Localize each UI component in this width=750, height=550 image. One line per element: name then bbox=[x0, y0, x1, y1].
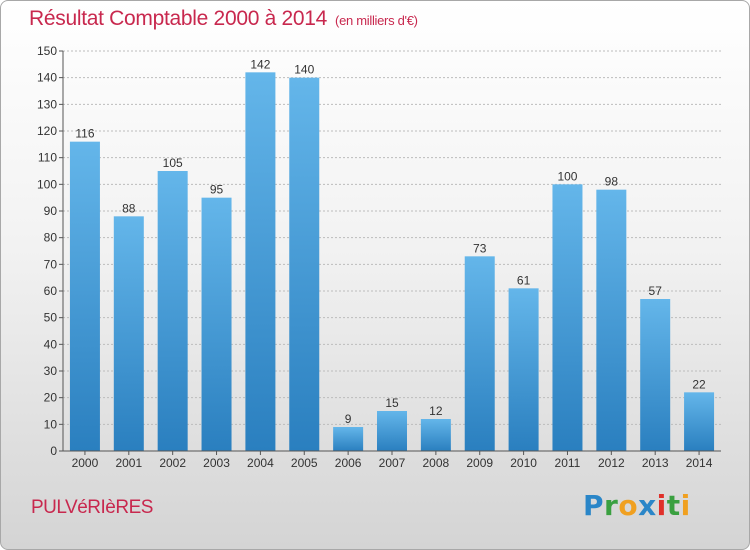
x-tick-label: 2009 bbox=[466, 456, 493, 470]
logo-letter: i bbox=[656, 489, 667, 522]
y-tick-label: 0 bbox=[50, 444, 57, 458]
logo-letter: i bbox=[680, 489, 691, 522]
logo-letter: r bbox=[604, 489, 619, 522]
x-tick-label: 2004 bbox=[247, 456, 274, 470]
x-tick-label: 2011 bbox=[555, 456, 581, 470]
bars: 116 88 105 95 142 140 9 15 12 73 61 100 98 57 22 bbox=[69, 57, 715, 452]
bar-value-label: 57 bbox=[649, 284, 663, 298]
y-tick-label: 150 bbox=[37, 44, 57, 58]
bar-value-label: 100 bbox=[557, 169, 577, 183]
chart-title: Résultat Comptable 2000 à 2014 (en millie… bbox=[29, 7, 418, 30]
bar-2012 bbox=[596, 189, 627, 451]
y-tick-label: 40 bbox=[44, 337, 58, 351]
x-tick-label: 2001 bbox=[115, 456, 142, 470]
bar-value-label: 9 bbox=[345, 412, 352, 426]
y-tick-label: 140 bbox=[37, 71, 57, 85]
bar-value-label: 105 bbox=[163, 156, 183, 170]
y-tick-label: 130 bbox=[37, 97, 57, 111]
bar-2014 bbox=[684, 392, 715, 451]
bar-2006 bbox=[333, 427, 364, 451]
x-tick-label: 2010 bbox=[510, 456, 537, 470]
logo-letter: o bbox=[618, 489, 639, 522]
x-tick-label: 2007 bbox=[379, 456, 406, 470]
bar-value-label: 88 bbox=[122, 201, 136, 215]
x-tick-label: 2002 bbox=[159, 456, 186, 470]
bar-value-label: 61 bbox=[517, 273, 531, 287]
bar-value-label: 140 bbox=[294, 63, 314, 77]
bar-value-label: 15 bbox=[385, 396, 399, 410]
bar-2008 bbox=[420, 419, 451, 451]
y-tick-label: 110 bbox=[38, 151, 57, 165]
bar-value-label: 73 bbox=[473, 241, 487, 255]
bar-2001 bbox=[113, 216, 144, 451]
bar-2011 bbox=[552, 184, 583, 452]
x-tick-label: 2008 bbox=[423, 456, 450, 470]
y-tick-label: 90 bbox=[44, 204, 58, 218]
y-tick-label: 120 bbox=[37, 124, 57, 138]
y-tick-label: 50 bbox=[44, 311, 58, 325]
logo-letter: P bbox=[583, 489, 605, 522]
commune-name: PULVéRIèRES bbox=[31, 497, 153, 518]
bar-value-label: 142 bbox=[250, 57, 270, 71]
x-tick-label: 2006 bbox=[335, 456, 362, 470]
x-tick-label: 2005 bbox=[291, 456, 318, 470]
bar-2003 bbox=[201, 197, 232, 451]
x-tick-label: 2003 bbox=[203, 456, 230, 470]
chart-subtitle: (en milliers d'€) bbox=[335, 13, 418, 28]
y-tick-label: 10 bbox=[44, 417, 58, 431]
bar-2005 bbox=[289, 77, 320, 452]
bar-2013 bbox=[640, 299, 671, 451]
x-tick-label: 2013 bbox=[642, 456, 669, 470]
y-tick-label: 60 bbox=[44, 284, 58, 298]
y-tick-label: 70 bbox=[44, 257, 58, 271]
y-tick-label: 100 bbox=[37, 177, 57, 191]
bar-value-label: 116 bbox=[75, 127, 94, 141]
bar-2004 bbox=[245, 72, 276, 451]
logo-letter: t bbox=[666, 489, 681, 522]
bar-value-label: 98 bbox=[605, 175, 619, 189]
bar-2000 bbox=[69, 141, 100, 451]
bar-value-label: 95 bbox=[210, 183, 224, 197]
y-tick-label: 20 bbox=[44, 391, 58, 405]
x-tick-label: 2014 bbox=[686, 456, 713, 470]
x-tick-label: 2000 bbox=[72, 456, 99, 470]
bar-value-label: 22 bbox=[692, 377, 706, 391]
bar-2009 bbox=[464, 256, 495, 451]
proxiti-logo: Proxiti bbox=[583, 489, 691, 522]
bar-2007 bbox=[377, 411, 407, 451]
y-tick-label: 30 bbox=[44, 364, 58, 378]
bar-2010 bbox=[508, 288, 539, 451]
bar-2002 bbox=[157, 171, 188, 451]
bar-value-label: 12 bbox=[429, 404, 443, 418]
x-tick-label: 2012 bbox=[598, 456, 625, 470]
axes: 0 10 20 30 40 50 60 70 80 90 100 110 120 130 140 150 200… bbox=[37, 44, 721, 470]
logo-letter: x bbox=[638, 489, 657, 522]
y-tick-label: 80 bbox=[44, 231, 58, 245]
